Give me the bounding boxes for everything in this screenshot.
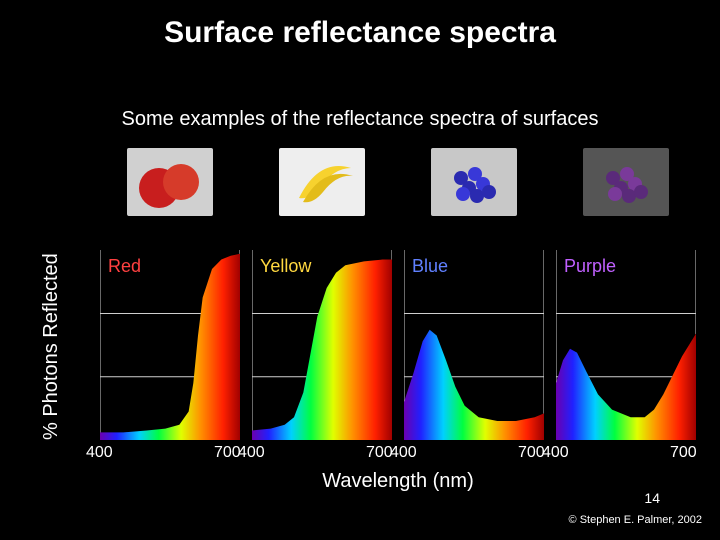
thumbnail-grapes — [583, 148, 669, 216]
tick-label: 700 — [366, 444, 393, 462]
page-title: Surface reflectance spectra — [0, 16, 720, 50]
tick-label: 700 — [518, 444, 545, 462]
spectrum-panel-purple: Purple — [556, 250, 696, 440]
tick-label: 400 — [390, 444, 417, 462]
thumbnail-blueberries — [431, 148, 517, 216]
tick-label: 400 — [86, 444, 113, 462]
y-axis-label: % Photons Reflected — [40, 253, 63, 440]
x-axis-label: Wavelength (nm) — [100, 470, 696, 493]
chart-row: Red Yellow Blue Purple — [100, 250, 696, 440]
spectrum-panel-red: Red — [100, 250, 240, 440]
subtitle: Some examples of the reflectance spectra… — [0, 108, 720, 131]
panel-label: Blue — [412, 256, 448, 277]
tick-label: 700 — [670, 444, 697, 462]
panel-label: Yellow — [260, 256, 311, 277]
panel-label: Purple — [564, 256, 616, 277]
thumbnail-tomatoes — [127, 148, 213, 216]
tick-label: 700 — [214, 444, 241, 462]
spectrum-panel-yellow: Yellow — [252, 250, 392, 440]
tick-label: 400 — [542, 444, 569, 462]
thumbnail-bananas — [279, 148, 365, 216]
tick-label: 400 — [238, 444, 265, 462]
credit: © Stephen E. Palmer, 2002 — [569, 514, 702, 526]
spectrum-panel-blue: Blue — [404, 250, 544, 440]
slide: Surface reflectance spectra Some example… — [0, 0, 720, 540]
page-number: 14 — [644, 490, 660, 506]
panel-label: Red — [108, 256, 141, 277]
